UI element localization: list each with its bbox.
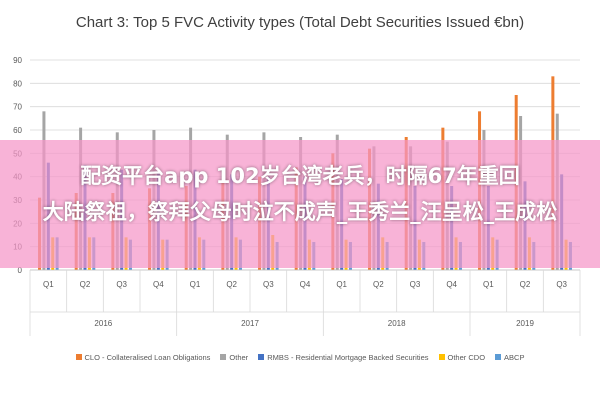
legend-label: CLO - Collateralised Loan Obligations — [84, 352, 211, 362]
y-tick-label: 80 — [13, 79, 22, 88]
legend-label: Other CDO — [447, 352, 486, 362]
year-labels: 2016 2017 2018 2019 — [29, 312, 581, 336]
y-tick-label: 60 — [13, 126, 22, 135]
x-axis-ticks: Q1 Q2 Q3 Q4 Q1 Q2 Q3 Q4 Q1 Q2 Q3 Q4 Q1 Q2 Q3 — [29, 269, 581, 313]
legend-item: ABCP — [495, 353, 524, 362]
x-tick-label: Q2 — [373, 280, 384, 289]
watermark-banner — [0, 140, 600, 268]
x-tick-label: Q4 — [300, 280, 311, 289]
legend-swatch — [438, 354, 445, 360]
legend-swatch — [220, 354, 227, 360]
year-label: 2018 — [388, 319, 406, 328]
x-tick-label: Q3 — [556, 280, 567, 289]
watermark-text: 配资平台app 102岁台湾老兵，时隔67年重回 大陆祭祖，祭拜父母时泣不成声_… — [0, 158, 600, 230]
watermark-line-1: 配资平台app 102岁台湾老兵，时隔67年重回 — [80, 164, 520, 188]
x-tick-label: Q1 — [43, 280, 54, 289]
watermark-line-2: 大陆祭祖，祭拜父母时泣不成声_王秀兰_汪呈松_王成松 — [42, 200, 558, 224]
legend-swatch — [75, 354, 82, 360]
year-label: 2017 — [241, 319, 259, 328]
x-tick-label: Q1 — [336, 280, 347, 289]
year-label: 2019 — [516, 319, 534, 328]
legend-label: ABCP — [504, 352, 525, 362]
legend-swatch — [495, 354, 502, 360]
x-tick-label: Q1 — [190, 280, 201, 289]
x-tick-label: Q1 — [483, 280, 494, 289]
x-tick-label: Q2 — [80, 280, 91, 289]
x-tick-label: Q2 — [226, 280, 237, 289]
chart-legend: CLO - Collateralised Loan Obligations Oth… — [0, 346, 600, 368]
x-tick-label: Q4 — [446, 280, 457, 289]
legend-item: RMBS - Residential Mortgage Backed Secur… — [258, 352, 429, 362]
legend-item: Other — [220, 353, 248, 362]
y-tick-label: 70 — [13, 103, 22, 112]
chart-title: Chart 3: Top 5 FVC Activity types (Total… — [75, 14, 525, 31]
legend-item: Other CDO — [438, 352, 486, 362]
year-label: 2016 — [94, 319, 112, 328]
x-tick-label: Q3 — [410, 280, 421, 289]
x-tick-label: Q3 — [116, 280, 127, 289]
y-tick-label: 90 — [13, 56, 22, 65]
x-tick-label: Q3 — [263, 280, 274, 289]
legend-swatch — [258, 354, 265, 360]
y-tick-label: 0 — [18, 266, 23, 275]
x-tick-label: Q4 — [153, 280, 164, 289]
legend-item: CLO - Collateralised Loan Obligations — [75, 352, 211, 362]
legend-label: RMBS - Residential Mortgage Backed Secur… — [267, 352, 429, 362]
x-tick-label: Q2 — [520, 280, 531, 289]
legend-label: Other — [229, 352, 249, 362]
